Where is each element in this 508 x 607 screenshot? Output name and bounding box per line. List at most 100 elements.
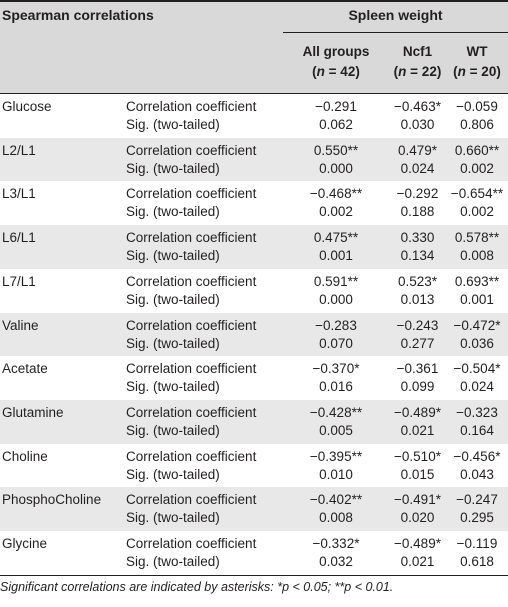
correlation-cell: −0.463* (394, 99, 441, 114)
col-header-all-groups: All groups (302, 44, 370, 59)
correlation-cell: −0.428** (309, 404, 363, 420)
stat-label-significance: Sig. (two-tailed) (126, 422, 220, 438)
metabolite-name: Glycine (2, 536, 48, 551)
correlation-cell: 0.591** (313, 273, 359, 289)
correlation-cell: −0.504* (453, 361, 501, 377)
metabolite-name: Glutamine (2, 404, 64, 420)
col-n-all-groups: (n = 42) (312, 64, 360, 79)
stat-label-correlation: Correlation coefficient (126, 186, 257, 202)
group-underline (283, 32, 508, 33)
stat-label-correlation: Correlation coefficient (126, 492, 257, 508)
significance-cell: 0.618 (460, 554, 494, 569)
table-title: Spearman correlations (2, 7, 154, 23)
significance-cell: 0.806 (460, 117, 494, 132)
correlation-cell: −0.489* (394, 536, 441, 551)
significance-cell: 0.134 (400, 248, 435, 264)
n-symbol: n (457, 64, 466, 79)
stat-label-correlation: Correlation coefficient (126, 448, 257, 464)
metabolite-name: Choline (2, 448, 48, 464)
significance-cell: 0.021 (400, 422, 435, 438)
significance-cell: 0.188 (400, 204, 435, 220)
significance-cell: 0.043 (460, 466, 494, 482)
correlation-cell: −0.395** (309, 448, 363, 464)
correlation-cell: 0.693** (454, 273, 500, 289)
metabolite-name: PhosphoCholine (2, 492, 102, 508)
significance-cell: 0.008 (319, 510, 353, 526)
significance-cell: 0.013 (400, 291, 435, 307)
n-value: = 42 (328, 64, 356, 79)
header-rule (0, 93, 508, 94)
stat-label-correlation: Correlation coefficient (126, 273, 257, 289)
col-n-wt: (n = 20) (453, 64, 501, 79)
correlation-cell: −0.283 (315, 317, 357, 333)
row-band (0, 225, 508, 269)
col-header-ncf1: Ncf1 (402, 44, 433, 59)
stat-label-correlation: Correlation coefficient (126, 536, 257, 551)
stat-label-correlation: Correlation coefficient (126, 404, 257, 420)
stat-label-significance: Sig. (two-tailed) (126, 291, 220, 307)
correlation-cell: −0.292 (396, 186, 439, 202)
metabolite-name: L2/L1 (2, 142, 36, 158)
n-value: = 22 (410, 64, 437, 79)
significance-cell: 0.020 (400, 510, 435, 526)
stat-label-significance: Sig. (two-tailed) (126, 204, 220, 220)
significance-cell: 0.002 (460, 204, 494, 220)
metabolite-name: L6/L1 (2, 230, 36, 246)
row-band (0, 487, 508, 531)
significance-cell: 0.099 (400, 379, 435, 395)
significance-cell: 0.024 (400, 160, 435, 176)
stat-label-significance: Sig. (two-tailed) (126, 379, 220, 395)
metabolite-name: L7/L1 (2, 273, 36, 289)
stat-label-correlation: Correlation coefficient (126, 317, 257, 333)
stat-label-correlation: Correlation coefficient (126, 142, 257, 158)
stat-label-significance: Sig. (two-tailed) (126, 466, 220, 482)
n-symbol: n (398, 64, 407, 79)
correlation-cell: 0.550** (313, 142, 359, 158)
n-value: = 20 (469, 64, 497, 79)
correlation-cell: −0.370* (312, 361, 360, 377)
significance-cell: 0.030 (400, 117, 435, 132)
correlation-cell: 0.578** (454, 230, 500, 246)
significance-cell: 0.000 (319, 160, 353, 176)
correlation-cell: 0.660** (454, 142, 500, 158)
stat-label-correlation: Correlation coefficient (126, 230, 257, 246)
correlation-cell: −0.361 (396, 361, 439, 377)
col-n-ncf1: (n = 22) (393, 64, 442, 79)
stat-label-significance: Sig. (two-tailed) (126, 160, 220, 176)
significance-cell: 0.032 (319, 554, 353, 569)
significance-cell: 0.164 (460, 422, 494, 438)
significance-cell: 0.036 (460, 335, 494, 351)
stat-label-significance: Sig. (two-tailed) (126, 510, 220, 526)
correlation-cell: −0.402** (309, 492, 363, 508)
significance-cell: 0.295 (460, 510, 494, 526)
metabolite-name: Glucose (2, 99, 52, 114)
bottom-rule (0, 575, 508, 576)
correlation-cell: −0.323 (456, 404, 498, 420)
significance-cell: 0.001 (460, 291, 494, 307)
correlation-cell: −0.654** (450, 186, 504, 202)
significance-cell: 0.016 (319, 379, 353, 395)
footnote: Significant correlations are indicated b… (0, 580, 394, 594)
header-band (0, 0, 508, 93)
correlation-cell: −0.247 (456, 492, 498, 508)
metabolite-name: Acetate (2, 361, 48, 377)
correlation-cell: 0.475** (313, 230, 359, 246)
row-band (0, 399, 508, 444)
correlation-cell: 0.523* (397, 273, 438, 289)
correlation-cell: −0.332* (312, 536, 360, 551)
significance-cell: 0.015 (400, 466, 435, 482)
correlation-cell: −0.059 (456, 99, 498, 114)
stat-label-correlation: Correlation coefficient (126, 99, 257, 114)
correlation-cell: −0.510* (394, 448, 441, 464)
significance-cell: 0.002 (319, 204, 353, 220)
significance-cell: 0.070 (319, 335, 353, 351)
stat-label-correlation: Correlation coefficient (126, 361, 257, 377)
correlation-cell: −0.468** (309, 186, 363, 202)
metabolite-name: Valine (2, 317, 39, 333)
correlation-cell: −0.243 (396, 317, 439, 333)
significance-cell: 0.010 (319, 466, 353, 482)
significance-cell: 0.005 (319, 422, 353, 438)
stat-label-significance: Sig. (two-tailed) (126, 335, 220, 351)
correlation-cell: −0.472* (453, 317, 501, 333)
